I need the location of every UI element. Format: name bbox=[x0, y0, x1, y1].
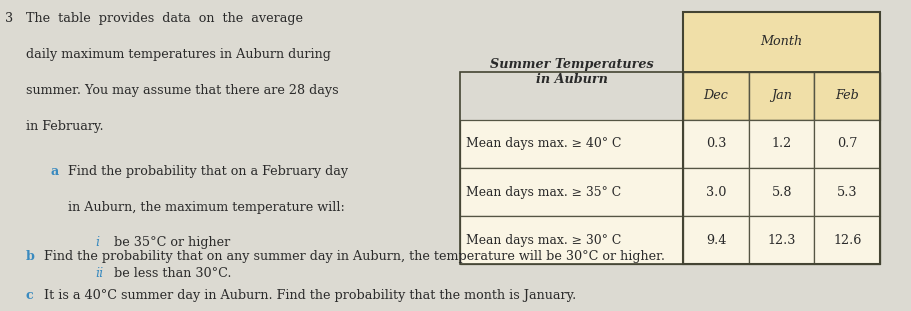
Text: 9.4: 9.4 bbox=[706, 234, 726, 247]
Text: Feb: Feb bbox=[835, 89, 859, 102]
Text: a: a bbox=[50, 165, 58, 178]
Text: Mean days max. ≥ 30° C: Mean days max. ≥ 30° C bbox=[466, 234, 620, 247]
Text: Mean days max. ≥ 40° C: Mean days max. ≥ 40° C bbox=[466, 137, 621, 150]
Bar bbox=[749, 120, 814, 168]
Text: be 35°C or higher: be 35°C or higher bbox=[114, 236, 230, 249]
Bar bbox=[814, 72, 880, 120]
Text: b: b bbox=[26, 250, 35, 263]
Bar bbox=[749, 216, 814, 264]
Bar bbox=[814, 168, 880, 216]
Bar bbox=[460, 216, 683, 264]
Text: daily maximum temperatures in Auburn during: daily maximum temperatures in Auburn dur… bbox=[26, 48, 331, 61]
Text: 0.3: 0.3 bbox=[706, 137, 726, 150]
Text: Jan: Jan bbox=[771, 89, 793, 102]
Text: in Auburn, the maximum temperature will:: in Auburn, the maximum temperature will: bbox=[68, 201, 345, 214]
Bar bbox=[814, 120, 880, 168]
Bar bbox=[683, 72, 749, 120]
Text: 3.0: 3.0 bbox=[706, 186, 726, 198]
Text: c: c bbox=[26, 289, 34, 302]
Bar bbox=[814, 216, 880, 264]
Text: Summer Temperatures
in Auburn: Summer Temperatures in Auburn bbox=[490, 58, 653, 86]
Text: be less than 30°C.: be less than 30°C. bbox=[114, 267, 231, 281]
Bar bbox=[683, 72, 880, 120]
Text: It is a 40°C summer day in Auburn. Find the probability that the month is Januar: It is a 40°C summer day in Auburn. Find … bbox=[44, 289, 576, 302]
Bar bbox=[683, 12, 880, 72]
Bar bbox=[460, 72, 880, 264]
Text: 12.6: 12.6 bbox=[833, 234, 862, 247]
Text: The  table  provides  data  on  the  average: The table provides data on the average bbox=[26, 12, 302, 26]
Text: 5.3: 5.3 bbox=[837, 186, 857, 198]
Text: summer. You may assume that there are 28 days: summer. You may assume that there are 28… bbox=[26, 84, 338, 97]
Text: 12.3: 12.3 bbox=[767, 234, 796, 247]
Text: 3: 3 bbox=[5, 12, 13, 26]
Text: i: i bbox=[96, 236, 100, 249]
Bar bbox=[683, 168, 749, 216]
Bar bbox=[683, 12, 880, 264]
Text: in February.: in February. bbox=[26, 120, 103, 133]
Text: Find the probability that on any summer day in Auburn, the temperature will be 3: Find the probability that on any summer … bbox=[44, 250, 665, 263]
Bar bbox=[749, 168, 814, 216]
Bar bbox=[460, 120, 683, 168]
Bar bbox=[683, 216, 749, 264]
Text: 1.2: 1.2 bbox=[772, 137, 792, 150]
Bar bbox=[683, 120, 749, 168]
Text: Dec: Dec bbox=[703, 89, 729, 102]
Text: 5.8: 5.8 bbox=[772, 186, 792, 198]
Text: 0.7: 0.7 bbox=[837, 137, 857, 150]
Text: Mean days max. ≥ 35° C: Mean days max. ≥ 35° C bbox=[466, 186, 620, 198]
Text: Month: Month bbox=[761, 35, 803, 49]
Bar bbox=[460, 168, 683, 216]
Text: Find the probability that on a February day: Find the probability that on a February … bbox=[68, 165, 348, 178]
Bar bbox=[749, 72, 814, 120]
Text: ii: ii bbox=[96, 267, 104, 281]
